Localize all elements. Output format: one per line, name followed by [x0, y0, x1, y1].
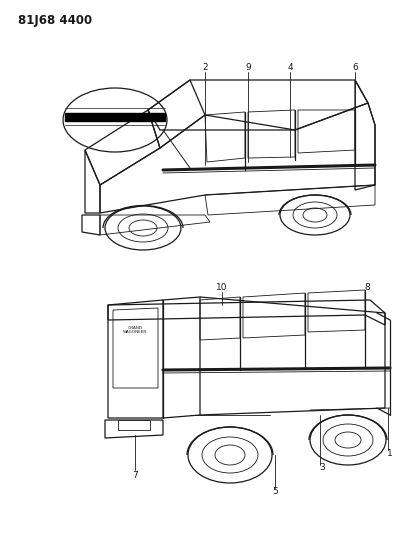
Text: 81J68 4400: 81J68 4400: [18, 14, 92, 27]
Text: 6: 6: [352, 63, 358, 72]
Text: 2: 2: [202, 63, 208, 72]
Text: 3: 3: [319, 464, 325, 472]
Text: 4: 4: [287, 63, 293, 72]
Text: 1: 1: [387, 448, 393, 457]
Text: 9: 9: [245, 63, 251, 72]
Text: GRAND
WAGONEER: GRAND WAGONEER: [123, 326, 147, 334]
Text: 8: 8: [364, 284, 370, 293]
Text: 5: 5: [272, 488, 278, 497]
Text: 7: 7: [132, 471, 138, 480]
Text: 10: 10: [216, 284, 228, 293]
Polygon shape: [65, 113, 165, 121]
